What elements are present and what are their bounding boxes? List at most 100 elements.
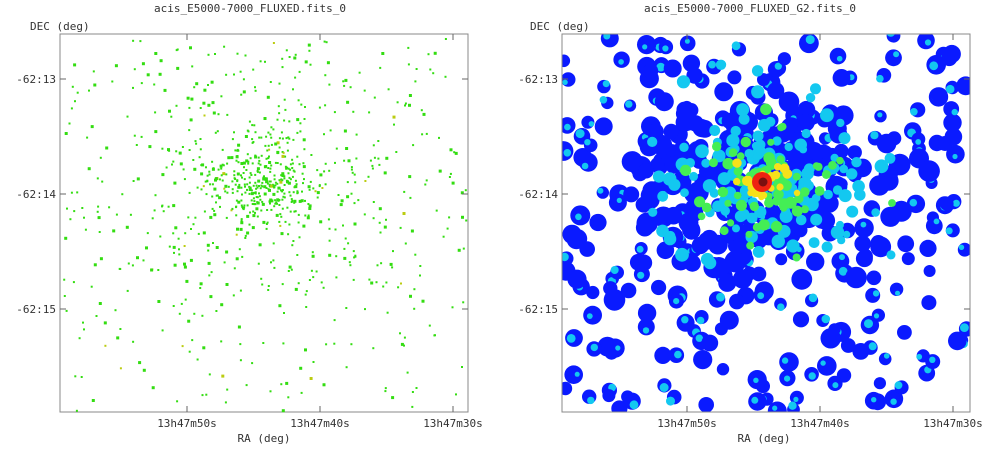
smoothed-blob xyxy=(629,400,639,410)
x-tick-label: 13h47m40s xyxy=(790,417,850,430)
event-point xyxy=(293,56,297,60)
event-point xyxy=(410,229,414,233)
event-point xyxy=(248,188,252,191)
smoothed-blob xyxy=(733,167,743,176)
smoothed-blob xyxy=(715,59,727,70)
event-point xyxy=(371,164,374,167)
smoothed-blob xyxy=(876,74,884,83)
smoothed-blob xyxy=(793,396,799,402)
event-point xyxy=(402,212,406,215)
event-point xyxy=(283,177,286,180)
smoothed-blob xyxy=(751,396,759,404)
event-point xyxy=(278,199,281,201)
event-point xyxy=(242,78,245,81)
event-point xyxy=(444,75,447,78)
smoothed-blob xyxy=(901,252,915,266)
event-point xyxy=(215,201,217,204)
event-point xyxy=(323,170,326,173)
smoothed-blob xyxy=(778,91,800,113)
event-point xyxy=(291,162,294,165)
event-point xyxy=(193,86,196,89)
event-point xyxy=(188,106,191,109)
event-point xyxy=(308,188,311,191)
event-point xyxy=(306,216,310,220)
event-point xyxy=(285,137,288,140)
event-point xyxy=(408,175,412,179)
event-point xyxy=(307,43,311,47)
event-point xyxy=(324,74,327,77)
event-point xyxy=(98,231,101,233)
smoothed-blob xyxy=(801,128,811,139)
event-point xyxy=(111,80,114,83)
event-point xyxy=(212,167,215,170)
sky-image-plot: DEC (deg) -62:13 -62:14 -62:15 13h47m50s… xyxy=(16,20,483,445)
event-point xyxy=(350,166,353,169)
event-point xyxy=(248,181,251,184)
event-point xyxy=(266,221,269,224)
event-point xyxy=(72,281,75,284)
event-point xyxy=(267,131,270,134)
event-point xyxy=(251,203,254,205)
event-point xyxy=(263,192,267,196)
event-point xyxy=(340,199,344,203)
event-point xyxy=(242,208,245,211)
event-point xyxy=(165,166,168,169)
smoothed-blob xyxy=(597,187,604,194)
smoothed-blob xyxy=(742,137,750,145)
event-point xyxy=(275,201,278,204)
event-point xyxy=(290,201,293,203)
event-point xyxy=(345,147,349,150)
smoothed-blob xyxy=(812,162,820,170)
smoothed-blob xyxy=(637,271,645,279)
event-point xyxy=(254,154,257,157)
event-point xyxy=(73,63,77,67)
event-point xyxy=(90,285,93,288)
event-point xyxy=(119,367,122,370)
event-point xyxy=(275,213,279,217)
event-point xyxy=(282,195,285,198)
event-point xyxy=(188,149,191,151)
event-point xyxy=(364,308,366,311)
event-point xyxy=(240,199,243,202)
event-point xyxy=(76,91,79,94)
event-point xyxy=(159,59,163,63)
event-point xyxy=(236,52,239,55)
event-point xyxy=(371,167,374,170)
event-point xyxy=(292,191,295,194)
event-point xyxy=(272,128,275,131)
event-point xyxy=(269,81,272,83)
event-point xyxy=(357,199,360,202)
smoothed-blob xyxy=(779,210,793,223)
event-point xyxy=(429,68,432,71)
smoothed-blob xyxy=(931,87,948,104)
smoothed-blob xyxy=(866,270,882,286)
event-point xyxy=(283,192,286,195)
event-point xyxy=(415,68,418,70)
event-point xyxy=(421,299,425,303)
event-point xyxy=(277,105,280,108)
event-point xyxy=(215,194,218,197)
event-point xyxy=(265,135,268,138)
event-point xyxy=(283,196,286,199)
event-point xyxy=(199,287,202,289)
event-point xyxy=(119,328,122,330)
event-point xyxy=(269,202,271,205)
event-point xyxy=(255,196,258,198)
event-point xyxy=(448,176,451,178)
event-point xyxy=(216,130,219,133)
event-point xyxy=(286,141,289,144)
event-point xyxy=(296,118,300,122)
event-point xyxy=(311,254,315,258)
event-point xyxy=(248,223,251,226)
event-point xyxy=(138,361,142,365)
event-point xyxy=(225,173,228,176)
event-point xyxy=(270,184,274,188)
event-point xyxy=(209,183,212,186)
event-point xyxy=(384,387,387,390)
event-point xyxy=(244,237,247,239)
smoothed-blob xyxy=(918,160,940,182)
event-point xyxy=(411,391,414,393)
event-point xyxy=(421,133,424,136)
smoothed-blob xyxy=(823,189,833,200)
event-point xyxy=(218,178,221,181)
